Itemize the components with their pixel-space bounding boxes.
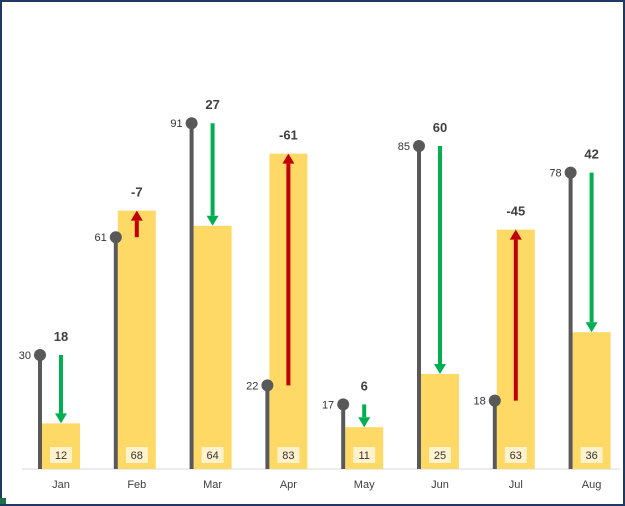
point-value-label: 22	[246, 380, 258, 392]
point-value-label: 30	[19, 350, 31, 362]
arrow-up-head	[282, 153, 295, 164]
bar-label-box	[580, 447, 603, 463]
bar-value-label: 63	[510, 450, 522, 462]
bar-value-label: 25	[434, 450, 446, 462]
point-value-label: 61	[95, 232, 107, 244]
x-tick-label: Aug	[582, 479, 602, 491]
arrow-down-head	[585, 322, 598, 333]
bar-label-box	[277, 447, 300, 463]
difference-label: -7	[131, 185, 143, 200]
bar-value-label: 64	[206, 450, 218, 462]
x-tick-label: Mar	[203, 479, 222, 491]
point-value-label: 78	[549, 168, 561, 180]
bar-label-box	[50, 447, 72, 463]
arrow-up-head	[509, 229, 522, 240]
bar-label-box	[201, 447, 224, 463]
bar-value-label: 36	[585, 450, 597, 462]
bar-mar	[193, 225, 232, 469]
point-value-label: 85	[398, 141, 410, 153]
bar-value-label: 12	[55, 450, 67, 462]
lollipop-point	[185, 117, 198, 130]
bar-label-box	[125, 447, 148, 463]
x-tick-label: Jun	[431, 479, 449, 491]
lollipop-point	[337, 398, 350, 411]
point-value-label: 17	[322, 399, 334, 411]
arrow-up-head	[130, 210, 143, 221]
bar-label-box	[429, 447, 451, 463]
lollipop-point	[488, 394, 501, 407]
difference-label: -61	[279, 128, 298, 143]
x-tick-label: Feb	[127, 479, 146, 491]
selection-handle	[0, 498, 6, 504]
arrow-down-head	[434, 364, 446, 374]
x-tick-label: Jul	[509, 479, 523, 491]
bar-feb	[117, 210, 156, 469]
arrow-down-head	[206, 215, 219, 226]
lollipop-point	[413, 140, 425, 152]
lollipop-point	[564, 166, 577, 179]
bar-value-label: 83	[282, 450, 294, 462]
point-value-label: 91	[170, 118, 182, 130]
lollipop-point	[261, 379, 274, 392]
difference-label: 6	[361, 378, 368, 393]
arrow-down-head	[358, 417, 371, 428]
lollipop-point	[34, 349, 46, 361]
bar-value-label: 11	[358, 450, 369, 462]
difference-label: -45	[506, 204, 525, 219]
difference-label: 60	[433, 120, 447, 135]
arrow-down-head	[55, 413, 67, 424]
bar-label-box	[353, 447, 376, 463]
difference-label: 27	[205, 97, 219, 112]
point-value-label: 18	[474, 396, 486, 408]
lollipop-point	[109, 231, 122, 244]
difference-label: 42	[584, 147, 598, 162]
difference-label: 18	[54, 329, 68, 344]
bar-value-label: 68	[131, 450, 143, 462]
bar-label-box	[504, 447, 527, 463]
x-tick-label: Jan	[52, 479, 70, 491]
x-tick-label: May	[354, 479, 375, 491]
bar-aug	[572, 332, 611, 469]
x-tick-label: Apr	[280, 479, 297, 491]
